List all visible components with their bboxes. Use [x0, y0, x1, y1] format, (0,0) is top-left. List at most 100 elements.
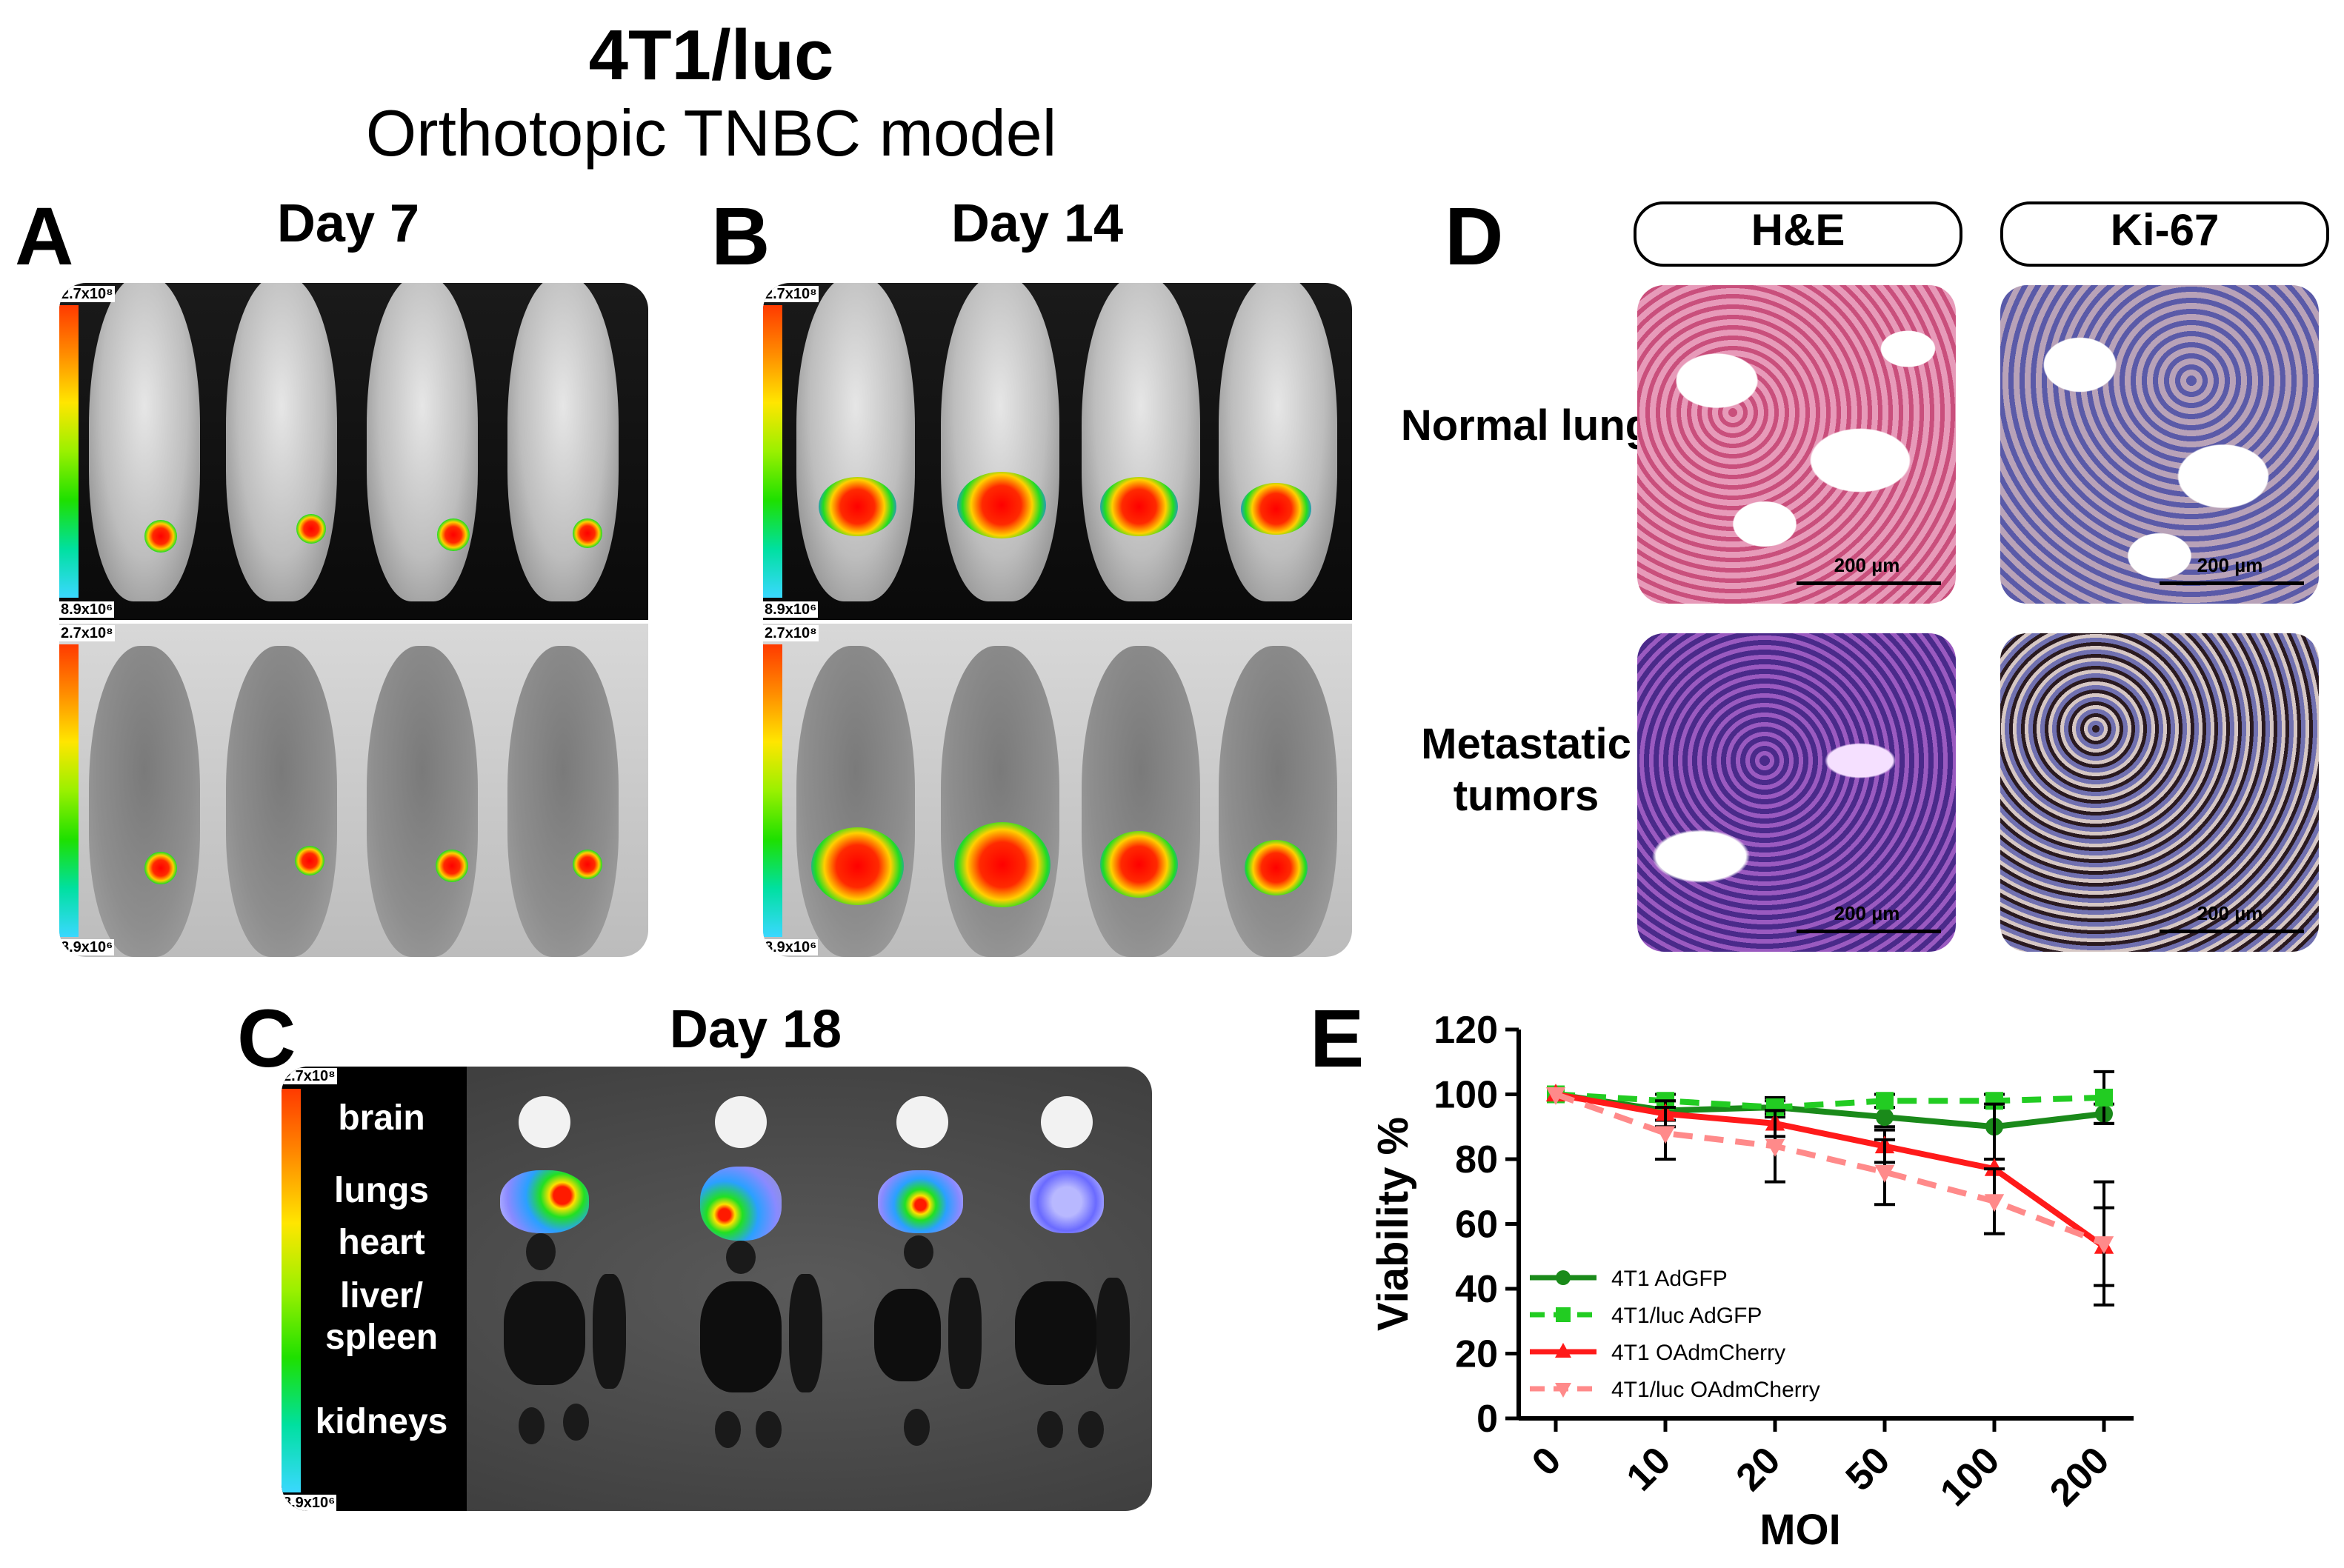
- mouse: [1219, 646, 1337, 957]
- spleen-organ: [593, 1274, 626, 1389]
- data-point: [2094, 1236, 2114, 1255]
- scale-min-label: 8.9x10⁶: [763, 601, 819, 618]
- ki67-normal-lung-image: [2000, 285, 2319, 604]
- scalebar-label: 200 µm: [2197, 902, 2263, 924]
- mouse: [367, 646, 478, 957]
- kidney-organ: [904, 1409, 930, 1446]
- panel-c-image: 2.7x10⁸ 8.9x10⁶ brain lungs heart liver/…: [282, 1067, 1152, 1511]
- panel-b-dorsal-view: [763, 624, 1352, 957]
- scale-max-label: 2.7x10⁸: [59, 286, 115, 302]
- kidney-organ: [519, 1407, 545, 1444]
- color-scale-bar: [763, 305, 782, 598]
- tumor-signal: [144, 520, 177, 553]
- organ-label-heart: heart: [338, 1223, 425, 1262]
- data-point: [1765, 1138, 1785, 1157]
- heart-organ: [726, 1241, 756, 1274]
- tumor-signal: [573, 518, 602, 548]
- tumor-signal: [811, 827, 904, 905]
- scalebar-label: 200 µm: [2197, 554, 2263, 576]
- scale-min-label: 8.9x10⁶: [763, 939, 819, 955]
- data-point: [1876, 1092, 1894, 1110]
- tumor-signal: [573, 850, 602, 879]
- panel-a-letter: A: [15, 191, 74, 282]
- y-tick-label: 0: [1476, 1398, 1498, 1441]
- mouse: [1219, 283, 1337, 601]
- color-scale-bar: [59, 305, 79, 598]
- panel-b-label: Day 14: [950, 194, 1124, 253]
- mouse: [226, 283, 337, 601]
- scalebar: [2160, 930, 2304, 933]
- y-tick-label: 40: [1455, 1268, 1498, 1311]
- legend-label: 4T1/luc OAdmCherry: [1611, 1378, 1820, 1402]
- kidney-organ: [1078, 1411, 1104, 1448]
- mouse: [507, 283, 619, 601]
- heart-organ: [526, 1233, 556, 1270]
- tumor-signal: [436, 850, 468, 882]
- organ-label-brain: brain: [338, 1098, 425, 1138]
- x-axis-label: MOI: [1759, 1506, 1841, 1554]
- spleen-organ: [948, 1278, 982, 1389]
- he-metastatic-tumor-image: [1637, 633, 1956, 952]
- mouse: [226, 646, 337, 957]
- data-point: [1555, 1343, 1571, 1358]
- kidney-organ: [563, 1404, 589, 1441]
- liver-organ: [504, 1281, 585, 1385]
- panel-b-image: 2.7x10⁸ 8.9x10⁶ 2.7x10⁸ 8.9x10⁶: [763, 283, 1352, 957]
- series-line: [1554, 1091, 2105, 1247]
- x-tick-label: 0: [1524, 1438, 1569, 1484]
- tumor-signal: [819, 477, 896, 536]
- panel-a-image: 2.7x10⁸ 8.9x10⁶ 2.7x10⁸ 8.9x10⁶: [59, 283, 648, 957]
- mouse: [367, 283, 478, 601]
- organ-label-liver-spleen: liver/ spleen: [324, 1276, 439, 1357]
- color-scale-bar: [59, 644, 79, 937]
- row-label-metastatic-tumors: Metastatic tumors: [1421, 720, 1631, 820]
- mouse: [796, 283, 915, 601]
- spleen-organ: [789, 1274, 822, 1392]
- x-tick-label: 50: [1838, 1438, 1899, 1499]
- panel-e-letter: E: [1310, 993, 1365, 1084]
- legend-label: 4T1 OAdmCherry: [1611, 1341, 1785, 1365]
- kidney-organ: [1037, 1411, 1063, 1448]
- brain-organ: [896, 1096, 948, 1148]
- panel-d-letter: D: [1445, 191, 1504, 282]
- mouse: [941, 283, 1059, 601]
- scalebar-label: 200 µm: [1834, 902, 1900, 924]
- legend-label: 4T1 AdGFP: [1611, 1267, 1728, 1291]
- mouse: [89, 283, 200, 601]
- series-line: [1555, 1091, 2106, 1250]
- legend-label: 4T1/luc AdGFP: [1611, 1304, 1762, 1328]
- brain-organ: [1041, 1096, 1093, 1148]
- scale-max-label: 2.7x10⁸: [763, 625, 819, 641]
- organ-label-column: [282, 1067, 467, 1511]
- mouse: [941, 646, 1059, 957]
- data-point: [1556, 1270, 1571, 1285]
- x-tick-label: 100: [1932, 1438, 2008, 1514]
- liver-organ: [1015, 1281, 1096, 1385]
- panel-c-letter: C: [237, 993, 296, 1084]
- figure-title: 4T1/luc: [588, 16, 834, 95]
- tumor-signal: [295, 846, 324, 875]
- lung-organ: [878, 1170, 963, 1233]
- panel-b-ventral-view: [763, 283, 1352, 620]
- color-scale-bar: [763, 644, 782, 937]
- data-point: [1876, 1108, 1894, 1127]
- data-point: [1655, 1126, 1676, 1144]
- tumor-signal: [957, 472, 1046, 538]
- he-stain-header: H&E: [1634, 201, 1962, 267]
- ki67-stain-header: Ki-67: [2000, 201, 2329, 267]
- scalebar: [1797, 930, 1941, 933]
- data-point: [1556, 1307, 1571, 1322]
- y-tick-label: 60: [1455, 1204, 1498, 1247]
- liver-organ: [874, 1289, 941, 1381]
- data-point: [2095, 1088, 2113, 1107]
- lung-organ: [700, 1167, 782, 1241]
- he-normal-lung-image: [1637, 285, 1956, 604]
- brain-organ: [715, 1096, 767, 1148]
- scale-min-label: 8.9x10⁶: [59, 601, 115, 618]
- panel-c-label: Day 18: [669, 1000, 842, 1059]
- liver-organ: [700, 1281, 782, 1392]
- scalebar-label: 200 µm: [1834, 554, 1900, 576]
- ki67-metastatic-tumor-image: [2000, 633, 2319, 952]
- y-tick-label: 100: [1434, 1074, 1498, 1117]
- panel-a-dorsal-view: [59, 624, 648, 957]
